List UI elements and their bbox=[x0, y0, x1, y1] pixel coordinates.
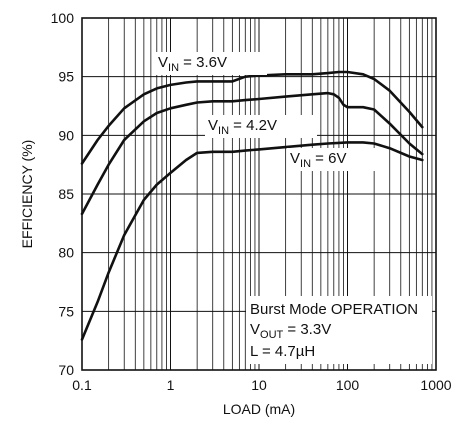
y-tick-labels: 70 75 80 85 90 95 100 bbox=[51, 10, 75, 378]
x-tick-label: 10 bbox=[251, 377, 267, 393]
series-label-bg bbox=[205, 115, 317, 138]
x-tick-label: 0.1 bbox=[72, 377, 92, 393]
series-label-vin-6v: VIN = 6V bbox=[287, 148, 375, 171]
x-tick-label: 1000 bbox=[420, 377, 451, 393]
plot-frame bbox=[81, 17, 437, 371]
annotation-bg bbox=[246, 296, 432, 364]
x-axis-label: LOAD (mA) bbox=[223, 401, 295, 417]
y-tick-label: 85 bbox=[58, 186, 74, 202]
efficiency-curve-series-3 bbox=[80, 141, 424, 341]
annotation-inductor: L = 4.7µH bbox=[250, 343, 315, 360]
y-tick-label: 95 bbox=[58, 69, 74, 85]
annotation-vout: VOUT = 3.3V bbox=[250, 321, 331, 341]
y-tick-label: 70 bbox=[58, 362, 74, 378]
y-tick-label: 100 bbox=[51, 10, 75, 26]
series-label-bg bbox=[287, 148, 375, 171]
series-label-bg bbox=[155, 52, 267, 75]
x-tick-label: 1 bbox=[167, 377, 175, 393]
y-tick-label: 90 bbox=[58, 127, 74, 143]
series-label-vin-3-6v: VIN = 3.6V bbox=[155, 52, 267, 75]
conditions-annotation: Burst Mode OPERATION VOUT = 3.3V L = 4.7… bbox=[246, 296, 432, 364]
series-label-vin-4-2v: VIN = 4.2V bbox=[205, 115, 317, 138]
x-tick-label: 100 bbox=[336, 377, 360, 393]
series-label-text: VIN = 4.2V bbox=[208, 117, 277, 137]
efficiency-curve-series-1 bbox=[80, 70, 424, 165]
efficiency-curve-series-2 bbox=[80, 91, 424, 216]
y-tick-label: 80 bbox=[58, 245, 74, 261]
x-tick-labels: 0.1 1 10 100 1000 bbox=[72, 377, 452, 393]
series-label-text: VIN = 3.6V bbox=[158, 54, 227, 74]
y-axis-label: EFFICIENCY (%) bbox=[19, 140, 35, 249]
annotation-mode: Burst Mode OPERATION bbox=[250, 301, 418, 318]
curves bbox=[80, 70, 424, 341]
series-label-text: VIN = 6V bbox=[290, 150, 346, 170]
y-tick-label: 75 bbox=[58, 303, 74, 319]
